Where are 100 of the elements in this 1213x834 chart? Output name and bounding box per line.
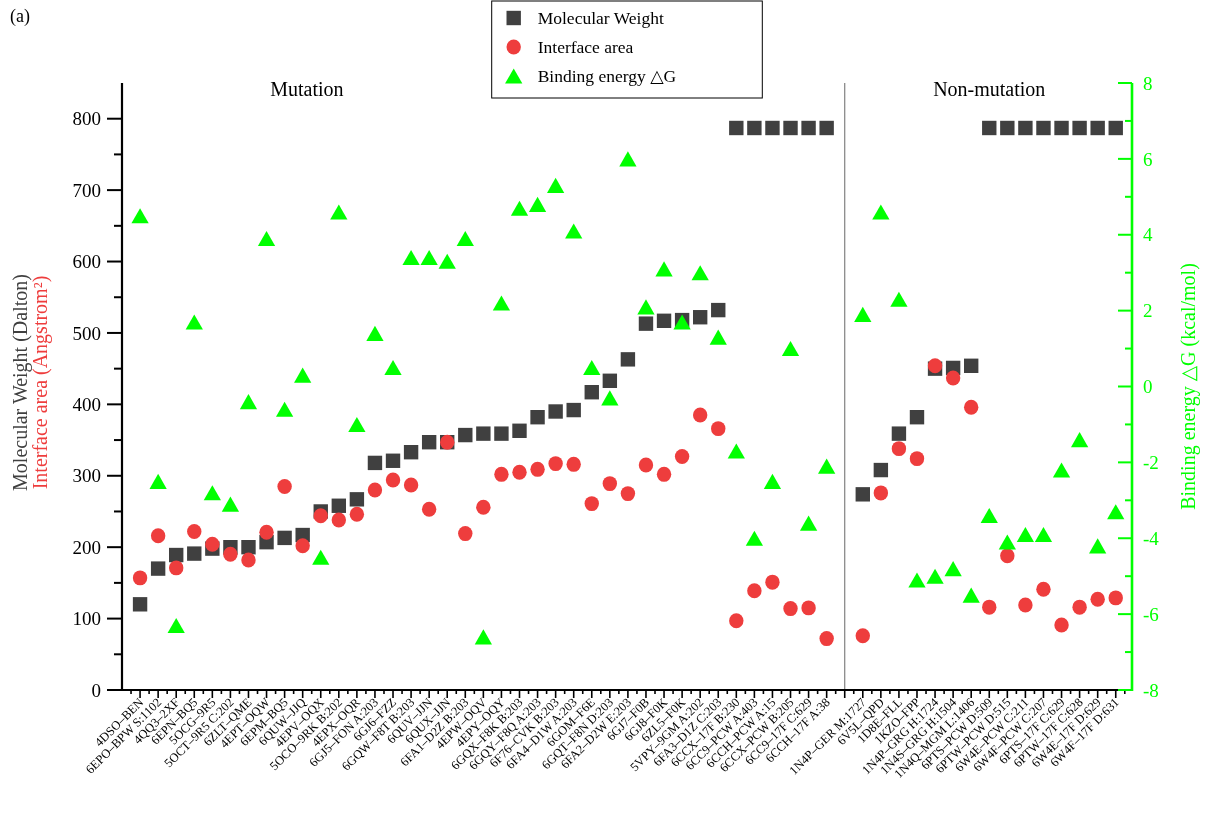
y-tick-label: 0 <box>91 679 101 701</box>
point <box>583 359 601 376</box>
point <box>745 530 764 546</box>
point <box>890 291 908 307</box>
y-tick-label: 400 <box>72 394 101 415</box>
point <box>330 204 348 220</box>
point <box>239 394 258 410</box>
point <box>1000 120 1015 136</box>
point <box>709 329 727 345</box>
point <box>909 451 925 467</box>
point <box>909 410 925 425</box>
annotation: Non-mutation <box>933 78 1046 100</box>
point <box>1107 504 1125 520</box>
y-tick-label: 800 <box>72 108 101 130</box>
point <box>944 561 962 577</box>
point <box>205 536 220 552</box>
point <box>223 546 238 562</box>
point <box>998 534 1016 550</box>
point <box>385 472 401 488</box>
point <box>783 601 798 617</box>
point <box>711 421 726 437</box>
point <box>819 631 834 647</box>
y2-tick-label: -8 <box>1143 679 1159 701</box>
y-tick-label: 100 <box>72 608 101 630</box>
point <box>638 316 654 331</box>
point <box>620 486 636 502</box>
point <box>1054 120 1069 136</box>
point <box>638 457 654 473</box>
point <box>964 358 979 373</box>
point <box>458 427 473 443</box>
y-tick-label: 300 <box>72 465 101 487</box>
y-tick-label: 700 <box>72 179 101 201</box>
point <box>402 249 420 266</box>
point <box>512 464 527 480</box>
legend-label: Molecular Weight <box>537 8 664 29</box>
point <box>167 617 185 634</box>
point <box>1070 432 1089 448</box>
point <box>692 407 708 423</box>
point <box>1000 548 1015 564</box>
point <box>494 426 509 441</box>
point <box>855 487 870 502</box>
point <box>169 547 184 563</box>
point <box>528 196 547 212</box>
point <box>185 314 203 330</box>
point <box>1108 120 1123 136</box>
point <box>349 492 365 507</box>
y2-axis-title: Binding energy △G (kcal/mol) <box>1177 263 1200 510</box>
y2-tick-label: 4 <box>1143 224 1153 246</box>
point <box>801 120 816 136</box>
point <box>799 515 818 531</box>
point <box>131 208 149 224</box>
point <box>530 461 545 477</box>
point <box>1090 120 1105 136</box>
point <box>367 455 383 471</box>
point <box>891 426 907 441</box>
point <box>692 310 708 325</box>
point <box>656 313 672 328</box>
point <box>149 473 167 489</box>
point <box>275 401 294 417</box>
point <box>1108 590 1123 606</box>
point <box>962 587 980 603</box>
point <box>420 249 438 266</box>
annotation: Mutation <box>270 78 344 100</box>
point <box>727 443 745 459</box>
point <box>1018 597 1033 613</box>
point <box>620 352 636 367</box>
point <box>294 367 312 383</box>
y2-tick-label: 0 <box>1143 376 1153 398</box>
point <box>619 151 637 167</box>
chart-title: (a) <box>10 6 30 27</box>
point <box>476 426 491 441</box>
point <box>982 599 997 615</box>
point <box>891 441 907 457</box>
y-axis-title: Molecular Weight (Dalton) Interface area (Angstrom²) <box>9 274 52 491</box>
point <box>458 526 473 542</box>
point <box>512 423 527 438</box>
point <box>855 628 870 644</box>
legend-label: Binding energy △G <box>537 66 677 87</box>
point <box>1018 120 1033 136</box>
point <box>546 177 565 193</box>
point <box>257 230 276 247</box>
point <box>548 404 563 419</box>
point <box>656 466 672 482</box>
point <box>530 410 545 425</box>
y-tick-label: 200 <box>72 536 101 558</box>
y2-tick-label: -2 <box>1143 452 1159 474</box>
point <box>964 399 979 415</box>
legend-label: Interface area <box>537 37 634 58</box>
y2-tick-label: -6 <box>1143 603 1159 625</box>
point <box>277 530 292 546</box>
point <box>313 508 328 524</box>
point <box>980 507 998 524</box>
point <box>349 506 365 522</box>
point <box>908 572 926 588</box>
point <box>456 230 474 247</box>
point <box>476 499 491 515</box>
point <box>510 200 529 216</box>
point <box>492 295 511 311</box>
point <box>331 512 347 528</box>
point <box>277 479 292 494</box>
